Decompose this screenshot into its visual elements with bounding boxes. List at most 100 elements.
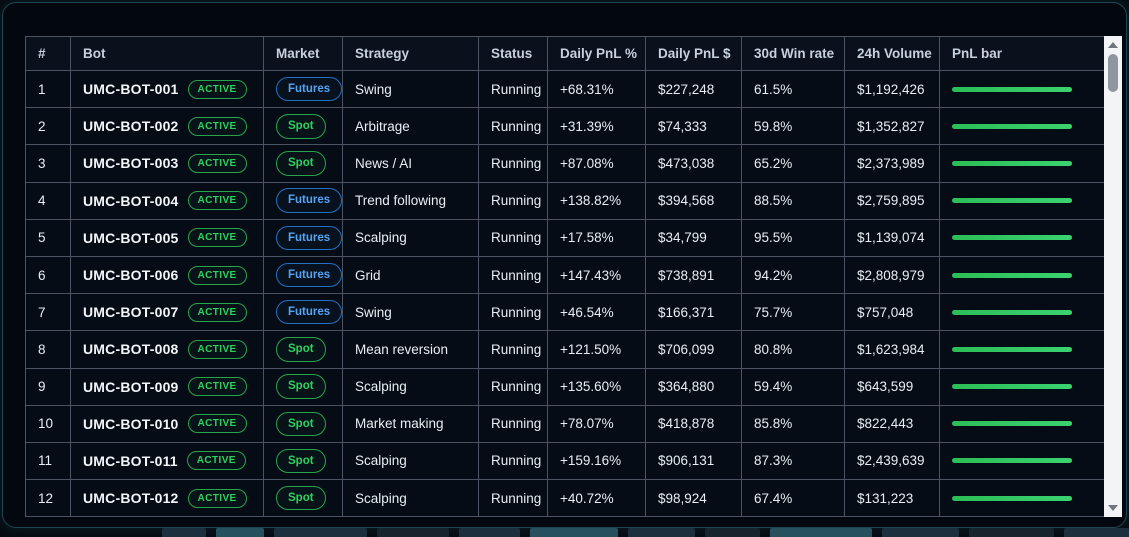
strategy-cell: Trend following (342, 181, 479, 220)
daily-pnl-usd-cell: $98,924 (645, 479, 742, 518)
market-badge: Spot (276, 151, 326, 176)
strategy-cell: Arbitrage (342, 107, 479, 146)
active-status-badge: ACTIVE (187, 488, 247, 508)
pnl-bar-cell (939, 181, 1105, 220)
column-header-pnl_usd: Daily PnL $ (645, 36, 742, 71)
win-rate-cell: 94.2% (741, 255, 845, 295)
daily-pnl-pct-cell: +138.82% (547, 181, 646, 220)
daily-pnl-pct-cell: +68.31% (547, 69, 646, 109)
background-card-edge (529, 528, 619, 537)
pnl-bar (952, 458, 1072, 464)
bot-table-row: 5 UMC-BOT-005 ACTIVE Futures Scalping Running… (25, 218, 1105, 257)
market-cell: Futures (263, 255, 343, 295)
column-header-num: # (25, 36, 71, 71)
daily-pnl-pct-cell: +159.16% (547, 441, 646, 481)
scroll-down-arrow-icon (1108, 505, 1118, 511)
market-badge: Spot (276, 114, 326, 139)
background-card-edge (274, 528, 367, 537)
status-cell: Running (478, 218, 548, 257)
column-header-pnl_bar: PnL bar (939, 36, 1105, 71)
daily-pnl-usd-cell: $418,878 (645, 404, 742, 443)
scrollbar-thumb[interactable] (1108, 54, 1118, 92)
volume-cell: $2,759,895 (844, 181, 940, 220)
row-number-cell: 9 (25, 367, 71, 406)
pnl-bar (952, 495, 1072, 501)
bot-table-row: 4 UMC-BOT-004 ACTIVE Futures Trend following… (25, 181, 1105, 220)
bot-name: UMC-BOT-002 (83, 118, 179, 135)
strategy-cell: Market making (342, 404, 479, 443)
pnl-bar (952, 309, 1072, 315)
row-number-cell: 5 (25, 218, 71, 257)
market-cell: Spot (263, 330, 343, 369)
volume-cell: $2,808,979 (844, 255, 940, 295)
market-cell: Spot (263, 367, 343, 406)
pnl-bar (952, 235, 1072, 241)
active-status-badge: ACTIVE (187, 116, 247, 136)
row-number-cell: 2 (25, 107, 71, 146)
volume-cell: $2,439,639 (844, 441, 940, 481)
volume-cell: $1,139,074 (844, 218, 940, 257)
row-number-cell: 12 (25, 479, 71, 518)
bot-name: UMC-BOT-005 (83, 229, 179, 246)
market-cell: Spot (263, 144, 343, 183)
status-cell: Running (478, 255, 548, 295)
pnl-bar (952, 160, 1072, 166)
pnl-bar (952, 272, 1072, 278)
win-rate-cell: 80.8% (741, 330, 845, 369)
volume-cell: $1,352,827 (844, 107, 940, 146)
volume-cell: $822,443 (844, 404, 940, 443)
bot-name: UMC-BOT-012 (83, 490, 179, 507)
volume-cell: $643,599 (844, 367, 940, 406)
bot-name: UMC-BOT-001 (83, 81, 179, 98)
daily-pnl-usd-cell: $738,891 (645, 255, 742, 295)
table-header-row: # Bot Market Strategy Status Daily PnL % Daily… (25, 36, 1105, 71)
active-status-badge: ACTIVE (187, 414, 247, 434)
pnl-bar-cell (939, 441, 1105, 481)
bot-table-row: 12 UMC-BOT-012 ACTIVE Spot Scalping Running +4… (25, 479, 1105, 518)
active-status-badge: ACTIVE (187, 302, 247, 322)
pnl-bar-cell (939, 293, 1105, 332)
market-badge: Futures (276, 262, 342, 288)
active-status-badge: ACTIVE (186, 451, 246, 471)
column-header-pnl_pct: Daily PnL % (547, 36, 646, 71)
volume-cell: $757,048 (844, 293, 940, 332)
vertical-scrollbar[interactable] (1104, 36, 1122, 517)
daily-pnl-pct-cell: +87.08% (547, 144, 646, 183)
bot-cell: UMC-BOT-003 ACTIVE (70, 144, 264, 183)
scroll-down-button[interactable] (1104, 500, 1122, 516)
background-card-edge (628, 528, 695, 537)
daily-pnl-pct-cell: +135.60% (547, 367, 646, 406)
market-badge: Futures (276, 188, 342, 213)
pnl-bar (952, 198, 1072, 204)
row-number-cell: 6 (25, 255, 71, 295)
status-cell: Running (478, 479, 548, 518)
bot-cell: UMC-BOT-005 ACTIVE (70, 218, 264, 257)
bots-table: # Bot Market Strategy Status Daily PnL % Daily… (25, 36, 1105, 518)
strategy-cell: Mean reversion (342, 330, 479, 369)
volume-cell: $2,373,989 (844, 144, 940, 183)
status-cell: Running (478, 293, 548, 332)
background-page-card-edges (0, 528, 1129, 537)
bot-table-row: 9 UMC-BOT-009 ACTIVE Spot Scalping Running +13… (25, 367, 1105, 406)
bot-name: UMC-BOT-008 (83, 341, 179, 358)
daily-pnl-usd-cell: $906,131 (645, 441, 742, 481)
win-rate-cell: 67.4% (741, 479, 845, 518)
bot-cell: UMC-BOT-004 ACTIVE (70, 181, 264, 220)
pnl-bar-cell (939, 367, 1105, 406)
bot-table-row: 10 UMC-BOT-010 ACTIVE Spot Market making Runn… (25, 404, 1105, 443)
status-cell: Running (478, 69, 548, 109)
scroll-up-button[interactable] (1104, 37, 1122, 53)
status-cell: Running (478, 107, 548, 146)
pnl-bar-cell (939, 107, 1105, 146)
bot-table-row: 6 UMC-BOT-006 ACTIVE Futures Grid Running +147… (25, 255, 1105, 295)
background-card-edge (969, 528, 1055, 537)
pnl-bar (952, 86, 1072, 92)
bot-cell: UMC-BOT-012 ACTIVE (70, 479, 264, 518)
pnl-bar-cell (939, 330, 1105, 369)
bot-name: UMC-BOT-010 (83, 415, 179, 432)
row-number-cell: 1 (25, 69, 71, 109)
market-cell: Futures (263, 218, 343, 257)
win-rate-cell: 87.3% (741, 441, 845, 481)
background-card-edge (881, 528, 960, 537)
pnl-bar (952, 123, 1072, 129)
